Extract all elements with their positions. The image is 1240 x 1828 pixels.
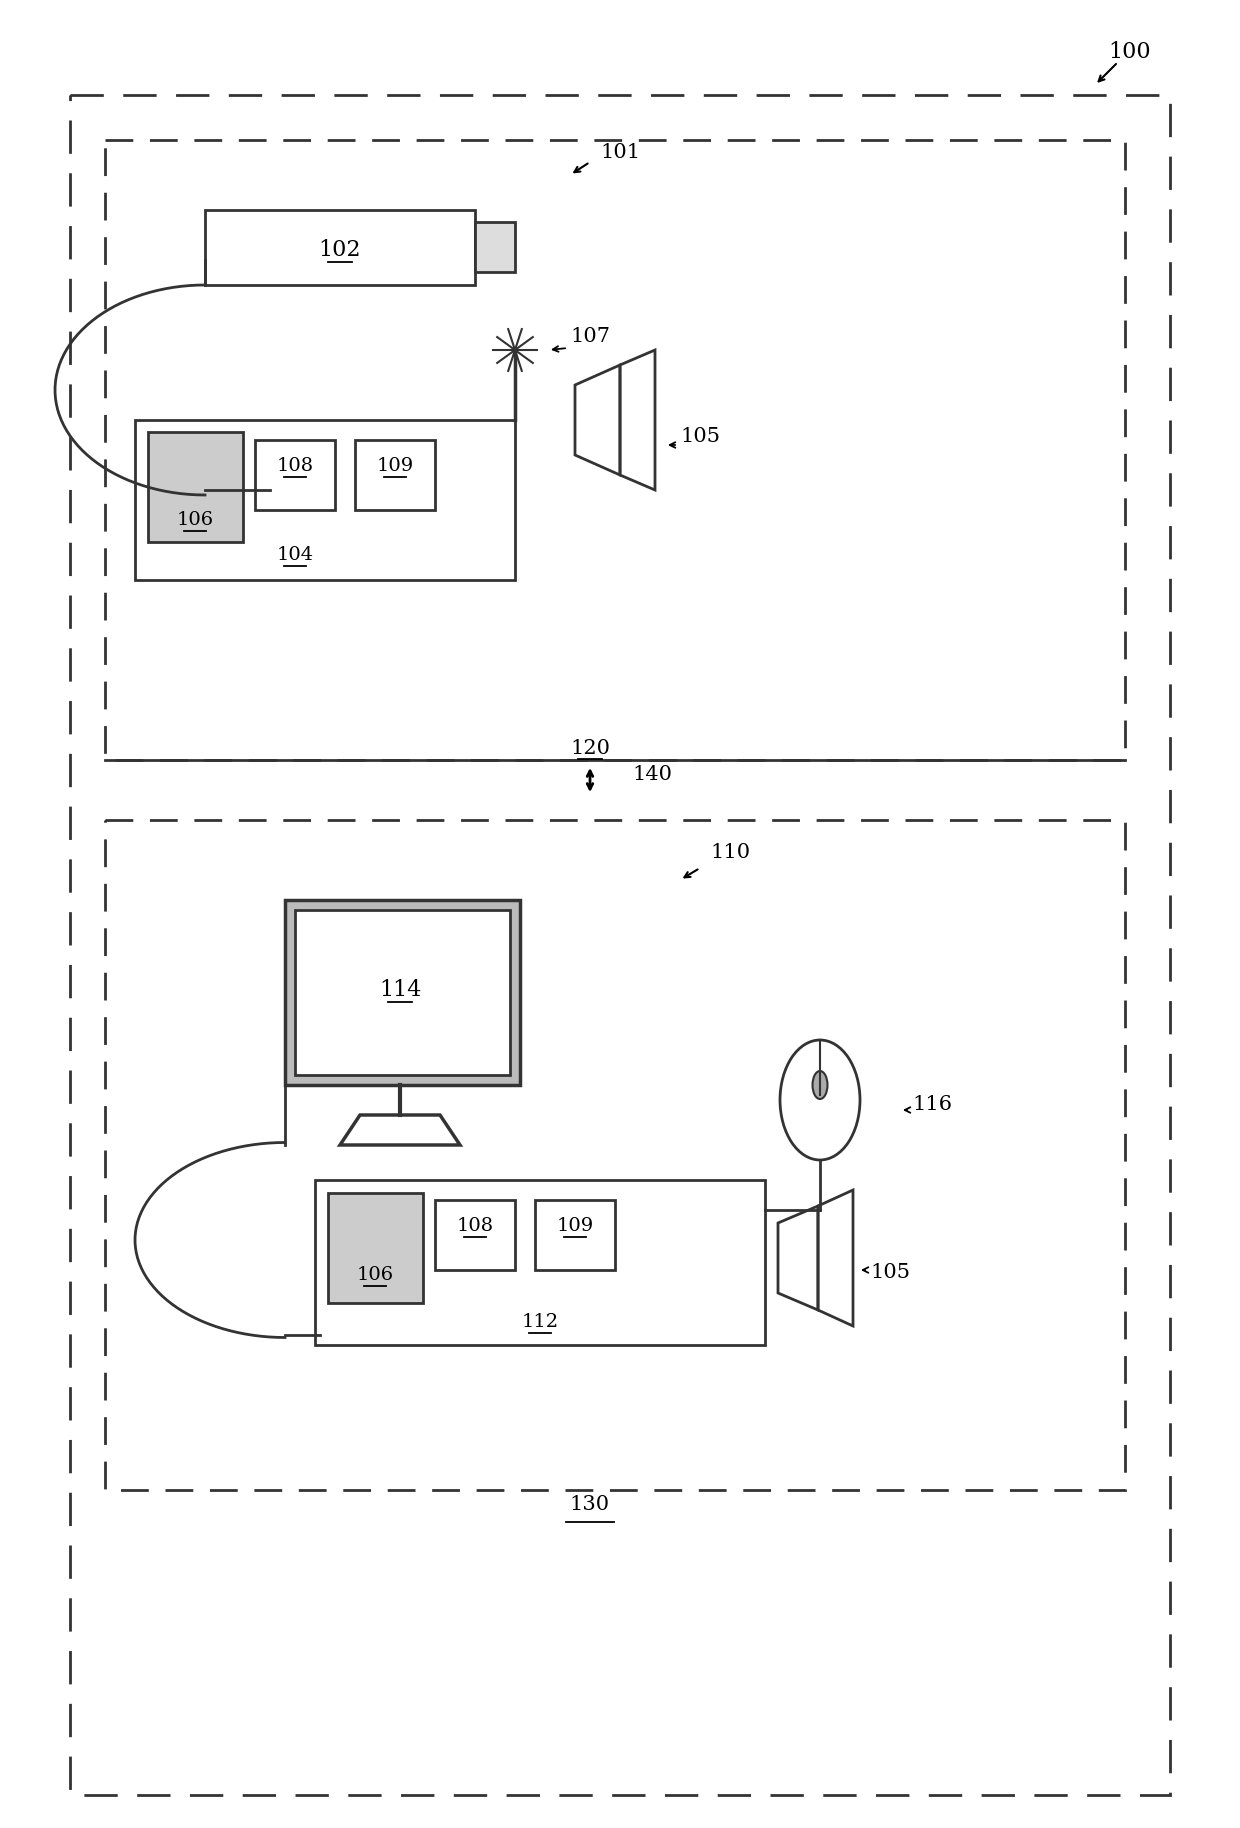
FancyBboxPatch shape <box>475 221 515 272</box>
Text: 104: 104 <box>277 547 314 565</box>
FancyBboxPatch shape <box>329 1194 423 1303</box>
FancyBboxPatch shape <box>148 431 243 541</box>
Ellipse shape <box>812 1071 827 1099</box>
Text: 114: 114 <box>378 980 422 1002</box>
FancyBboxPatch shape <box>534 1199 615 1270</box>
FancyBboxPatch shape <box>205 210 475 285</box>
FancyBboxPatch shape <box>315 1181 765 1345</box>
Text: 102: 102 <box>319 239 361 261</box>
Text: 120: 120 <box>570 739 610 757</box>
Text: 112: 112 <box>522 1313 558 1331</box>
Text: 130: 130 <box>570 1495 610 1514</box>
Text: 108: 108 <box>277 457 314 475</box>
FancyBboxPatch shape <box>255 441 335 510</box>
Text: 107: 107 <box>570 327 610 345</box>
Text: 100: 100 <box>1109 40 1151 62</box>
FancyBboxPatch shape <box>295 910 510 1075</box>
Text: 101: 101 <box>600 143 640 163</box>
Text: 140: 140 <box>632 764 672 784</box>
Text: 106: 106 <box>176 512 213 528</box>
FancyBboxPatch shape <box>355 441 435 510</box>
Text: 108: 108 <box>456 1217 494 1236</box>
Text: 116: 116 <box>911 1095 952 1113</box>
Text: 105: 105 <box>870 1263 910 1281</box>
FancyBboxPatch shape <box>285 899 520 1086</box>
Text: 110: 110 <box>711 843 750 863</box>
Text: 105: 105 <box>680 428 720 446</box>
Text: 106: 106 <box>356 1267 393 1283</box>
Text: 109: 109 <box>377 457 414 475</box>
FancyBboxPatch shape <box>435 1199 515 1270</box>
Text: 109: 109 <box>557 1217 594 1236</box>
FancyBboxPatch shape <box>135 420 515 579</box>
